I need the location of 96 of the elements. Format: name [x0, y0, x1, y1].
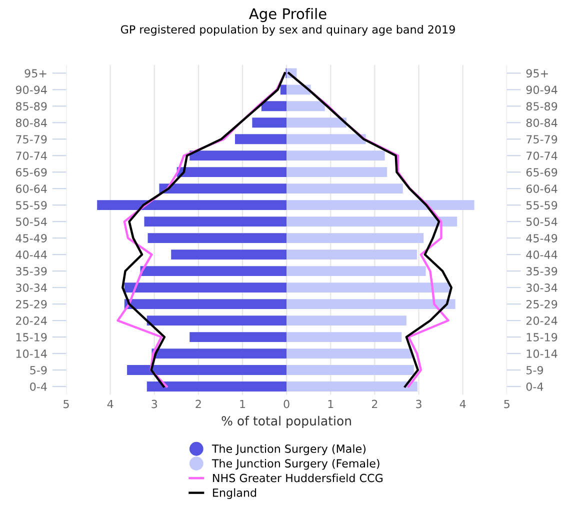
legend-label: NHS Greater Huddersfield CCG	[213, 474, 382, 482]
category-label: 65-69	[16, 168, 47, 176]
bar	[127, 365, 287, 375]
y-tick-label: 20-24	[526, 316, 558, 325]
x-tick-label: 2	[196, 400, 201, 408]
bar	[286, 184, 403, 194]
x-tick-label: 5	[504, 400, 510, 408]
category-label: 35-39	[16, 267, 47, 276]
bar	[148, 233, 287, 244]
y-tick-label: 70-74	[526, 152, 558, 160]
category-label: 85-89	[16, 102, 47, 111]
bar	[286, 216, 458, 227]
chart-title: Age Profile	[249, 8, 326, 22]
category-label: 60-64	[16, 184, 47, 193]
bar	[252, 118, 287, 128]
category-label: 5-9	[30, 366, 47, 374]
bar	[286, 332, 402, 342]
legend-label: England	[213, 488, 256, 500]
y-tick-label: 30-34	[526, 284, 558, 292]
x-tick-label: 4	[460, 400, 466, 408]
category-label: 75-79	[16, 135, 47, 144]
y-tick-label: 45-49	[526, 234, 558, 242]
bar	[286, 250, 417, 260]
bar	[286, 299, 456, 309]
x-tick-label: 5	[64, 400, 69, 408]
y-tick-label: 80-84	[526, 118, 558, 128]
bar	[286, 316, 406, 326]
bar	[286, 382, 418, 392]
bar	[286, 200, 474, 210]
x-tick-label: 3	[416, 400, 422, 408]
y-tick-label: 35-39	[526, 267, 558, 276]
y-tick-label: 85-89	[526, 102, 558, 111]
category-label: 15-19	[16, 332, 47, 342]
bar	[286, 365, 414, 375]
x-tick-label: 2	[372, 400, 378, 408]
category-label: 95+	[24, 69, 46, 78]
y-tick-label: 40-44	[526, 250, 558, 259]
bar	[146, 316, 287, 326]
bar	[286, 150, 385, 161]
bar	[286, 118, 346, 128]
category-label: 70-74	[16, 152, 47, 160]
x-tick-label: 3	[152, 400, 158, 408]
bar	[286, 348, 412, 358]
bar	[159, 184, 287, 194]
y-tick-label: 50-54	[526, 218, 558, 226]
category-label: 25-29	[16, 300, 47, 308]
y-tick-label: 10-14	[526, 349, 558, 358]
bar	[152, 348, 287, 358]
bar	[280, 84, 287, 95]
category-label: 10-14	[16, 349, 47, 358]
category-label: 50-54	[16, 218, 47, 226]
category-label: 45-49	[16, 234, 47, 242]
category-label: 80-84	[16, 118, 47, 128]
bar	[235, 134, 287, 144]
bar	[176, 167, 287, 178]
y-tick-label: 25-29	[526, 300, 558, 308]
bar	[286, 84, 311, 95]
bar	[286, 101, 325, 112]
category-label: 30-34	[16, 284, 47, 292]
category-label: 55-59	[16, 201, 47, 210]
bar	[190, 150, 287, 161]
bar	[97, 200, 287, 210]
x-tick-label: 4	[107, 400, 114, 408]
bar	[124, 299, 287, 309]
legend-label: The Junction Surgery (Female)	[212, 458, 380, 470]
bar	[286, 233, 424, 244]
y-tick-label: 15-19	[526, 332, 558, 342]
bar	[261, 101, 287, 112]
bar	[144, 216, 287, 227]
bar	[171, 250, 287, 260]
bar	[286, 266, 426, 276]
y-tick-label: 0-4	[526, 382, 544, 391]
y-tick-label: 95+	[526, 69, 548, 78]
bar	[286, 134, 366, 144]
chart-subtitle: GP registered population by sex and quinary age band 2019	[120, 25, 455, 36]
y-tick-label: 60-64	[526, 184, 558, 193]
bar	[124, 282, 287, 292]
x-axis-title: % of total population	[222, 416, 351, 428]
bar	[140, 266, 287, 276]
category-label: 20-24	[16, 316, 47, 325]
x-tick-label: 1	[328, 400, 334, 408]
bar	[286, 167, 388, 178]
category-label: 90-94	[16, 86, 47, 94]
x-tick-label: 1	[240, 400, 246, 408]
category-label: 40-44	[16, 250, 47, 259]
y-tick-label: 5-9	[526, 366, 543, 374]
legend-label: The Junction Surgery (Male)	[212, 444, 366, 456]
y-tick-label: 75-79	[526, 135, 558, 144]
y-tick-label: 90-94	[526, 86, 558, 94]
x-tick-label: 0	[284, 400, 290, 408]
y-tick-label: 55-59	[526, 201, 558, 210]
bar	[190, 332, 287, 342]
bar	[146, 382, 287, 392]
bar	[286, 282, 450, 292]
category-label: 0-4	[30, 382, 47, 391]
y-tick-label: 65-69	[526, 168, 558, 176]
